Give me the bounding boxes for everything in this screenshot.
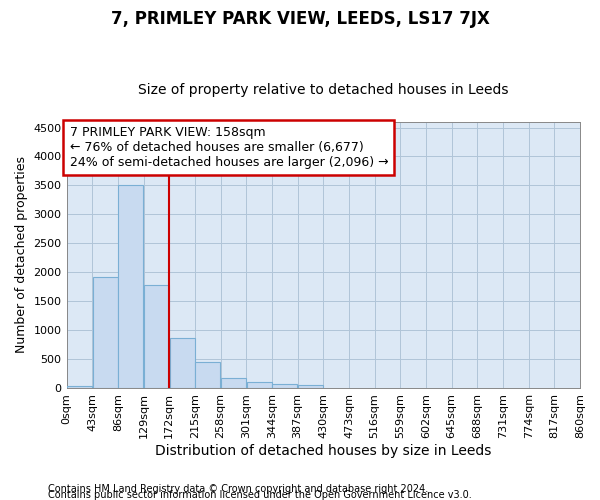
Text: 7 PRIMLEY PARK VIEW: 158sqm
← 76% of detached houses are smaller (6,677)
24% of : 7 PRIMLEY PARK VIEW: 158sqm ← 76% of det…: [70, 126, 388, 169]
Bar: [298, 385, 323, 388]
Text: 7, PRIMLEY PARK VIEW, LEEDS, LS17 7JX: 7, PRIMLEY PARK VIEW, LEEDS, LS17 7JX: [110, 10, 490, 28]
Bar: [272, 384, 297, 388]
Title: Size of property relative to detached houses in Leeds: Size of property relative to detached ho…: [138, 83, 509, 97]
Bar: [67, 386, 92, 388]
Bar: [92, 277, 118, 388]
Bar: [118, 186, 143, 388]
Text: Contains public sector information licensed under the Open Government Licence v3: Contains public sector information licen…: [48, 490, 472, 500]
Bar: [170, 338, 194, 388]
Text: Contains HM Land Registry data © Crown copyright and database right 2024.: Contains HM Land Registry data © Crown c…: [48, 484, 428, 494]
Bar: [221, 378, 246, 388]
Bar: [144, 285, 169, 388]
Bar: [247, 382, 272, 388]
Bar: [195, 362, 220, 388]
Y-axis label: Number of detached properties: Number of detached properties: [15, 156, 28, 354]
X-axis label: Distribution of detached houses by size in Leeds: Distribution of detached houses by size …: [155, 444, 491, 458]
